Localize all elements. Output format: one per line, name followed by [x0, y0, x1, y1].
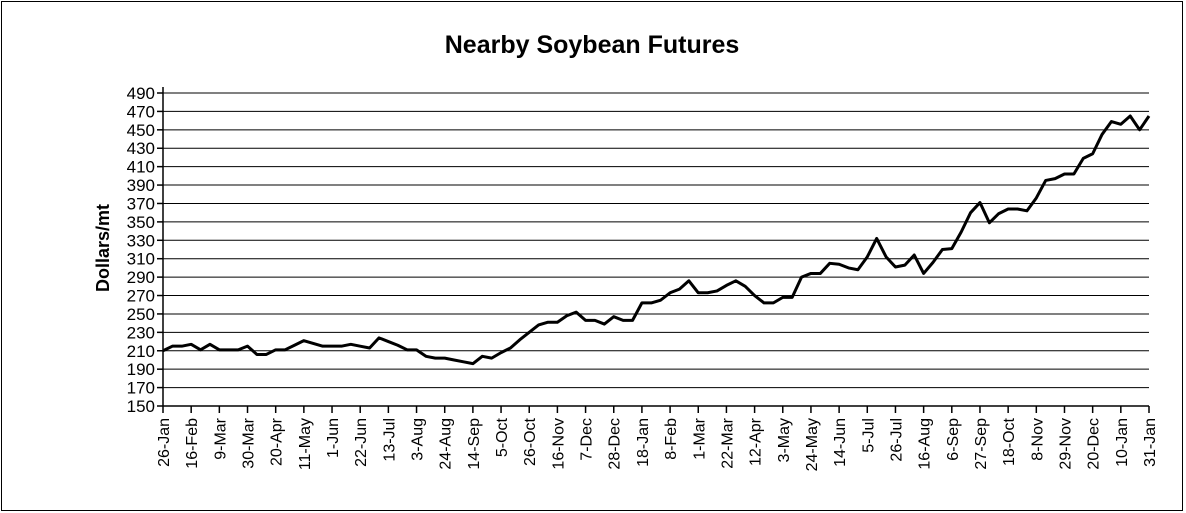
x-tick-label: 26-Jul	[888, 418, 905, 462]
x-tick-label: 8-Feb	[663, 418, 680, 460]
x-tick-label: 10-Jan	[1114, 418, 1131, 467]
x-tick-label: 18-Oct	[1001, 417, 1018, 466]
x-tick-label: 26-Oct	[522, 417, 539, 466]
x-tick-label: 7-Dec	[579, 418, 596, 461]
y-tick-label: 210	[127, 342, 155, 361]
x-tick-label: 20-Apr	[269, 417, 286, 466]
x-tick-label: 14-Sep	[466, 418, 483, 470]
x-tick-label: 16-Aug	[917, 418, 934, 470]
x-tick-label: 5-Jul	[860, 418, 877, 453]
x-tick-label: 11-May	[297, 418, 314, 470]
x-tick-label: 24-Aug	[438, 418, 455, 470]
x-tick-label: 18-Jan	[635, 418, 652, 467]
y-tick-label: 250	[127, 305, 155, 324]
y-tick-label: 370	[127, 194, 155, 213]
x-tick-label: 22-Mar	[719, 417, 736, 468]
y-tick-label: 410	[127, 158, 155, 177]
x-tick-label: 14-Jun	[832, 418, 849, 467]
chart-title: Nearby Soybean Futures	[445, 31, 740, 59]
x-tick-label: 24-May	[804, 418, 821, 471]
y-tick-label: 310	[127, 250, 155, 269]
y-tick-label: 350	[127, 213, 155, 232]
x-tick-label: 8-Nov	[1029, 418, 1046, 461]
x-tick-label: 31-Jan	[1142, 418, 1159, 467]
x-tick-label: 29-Nov	[1057, 418, 1074, 470]
x-tick-label: 20-Dec	[1086, 418, 1103, 470]
y-tick-label: 270	[127, 287, 155, 306]
y-tick-label: 490	[127, 84, 155, 103]
x-tick-label: 9-Mar	[212, 417, 229, 459]
x-tick-label: 22-Jun	[353, 418, 370, 467]
y-tick-label: 330	[127, 231, 155, 250]
y-tick-label: 230	[127, 323, 155, 342]
x-tick-label: 27-Sep	[973, 418, 990, 470]
series-lines	[162, 114, 1151, 366]
y-tick-label: 450	[127, 121, 155, 140]
x-tick-label: 6-Sep	[945, 418, 962, 461]
x-tick-labels: 26-Jan 16-Feb 9-Mar 30-Mar 20-Apr 11-May 1-Jun…	[156, 417, 1159, 471]
y-tick-label: 190	[127, 360, 155, 379]
x-tick-label: 16-Feb	[184, 418, 201, 469]
series-line	[162, 114, 1151, 366]
y-tick-label: 430	[127, 139, 155, 158]
x-tick-label: 12-Apr	[748, 417, 765, 466]
x-tick-label: 1-Jun	[325, 418, 342, 458]
x-tick-label: 26-Jan	[156, 418, 173, 467]
axes	[157, 87, 1150, 413]
x-tick-label: 28-Dec	[607, 418, 624, 470]
x-tick-label: 1-Mar	[691, 417, 708, 459]
y-tick-label: 390	[127, 176, 155, 195]
x-tick-label: 3-Aug	[410, 418, 427, 461]
y-tick-label: 470	[127, 102, 155, 121]
x-tick-label: 13-Jul	[381, 418, 398, 462]
x-tick-label: 5-Oct	[494, 417, 511, 457]
gridlines	[163, 92, 1149, 389]
y-axis-label: Dollars/mt	[93, 204, 113, 292]
x-tick-label: 30-Mar	[241, 417, 258, 468]
y-tick-label: 290	[127, 268, 155, 287]
x-tick-label: 3-May	[776, 418, 793, 462]
y-tick-label: 150	[127, 397, 155, 416]
x-tick-label: 16-Nov	[550, 418, 567, 470]
y-tick-labels: 1501701902102302502702903103303503703904…	[127, 84, 155, 416]
y-tick-label: 170	[127, 379, 155, 398]
